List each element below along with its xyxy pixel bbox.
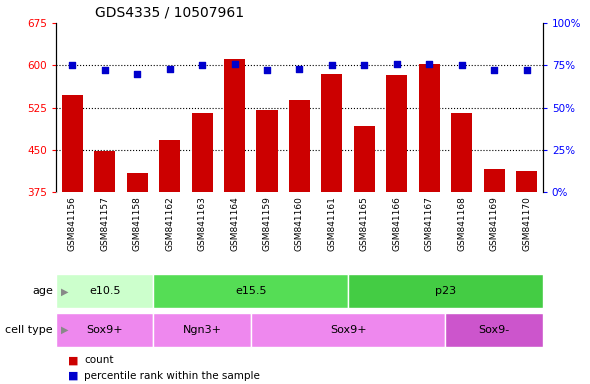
Text: percentile rank within the sample: percentile rank within the sample xyxy=(84,371,260,381)
Point xyxy=(457,62,466,68)
Text: ■: ■ xyxy=(68,355,78,365)
Point xyxy=(522,67,532,73)
Bar xyxy=(251,313,445,347)
Text: GSM841156: GSM841156 xyxy=(68,196,77,251)
Text: GSM841165: GSM841165 xyxy=(360,196,369,251)
Point xyxy=(197,62,206,68)
Bar xyxy=(445,313,543,347)
Point xyxy=(132,71,142,77)
Point xyxy=(230,61,240,67)
Text: GSM841167: GSM841167 xyxy=(425,196,434,251)
Bar xyxy=(94,151,115,384)
Text: GDS4335 / 10507961: GDS4335 / 10507961 xyxy=(95,5,244,19)
Text: GSM841170: GSM841170 xyxy=(522,196,531,251)
Text: GSM841157: GSM841157 xyxy=(100,196,109,251)
Text: GSM841158: GSM841158 xyxy=(133,196,142,251)
Bar xyxy=(153,313,251,347)
Text: GSM841161: GSM841161 xyxy=(327,196,336,251)
Text: GSM841169: GSM841169 xyxy=(490,196,499,251)
Point xyxy=(262,67,271,73)
Point xyxy=(425,61,434,67)
Bar xyxy=(322,74,342,384)
Text: ■: ■ xyxy=(68,371,78,381)
Point xyxy=(327,62,336,68)
Bar xyxy=(419,64,440,384)
Point xyxy=(67,62,77,68)
Bar xyxy=(354,126,375,384)
Bar xyxy=(451,113,472,384)
Point xyxy=(359,62,369,68)
Bar xyxy=(159,140,180,384)
Bar xyxy=(56,275,153,308)
Point xyxy=(490,67,499,73)
Bar xyxy=(224,58,245,384)
Point xyxy=(294,66,304,72)
Text: age: age xyxy=(32,286,53,296)
Text: GSM841159: GSM841159 xyxy=(263,196,271,251)
Text: ▶: ▶ xyxy=(61,286,68,296)
Text: Sox9-: Sox9- xyxy=(478,325,510,335)
Point xyxy=(392,61,401,67)
Text: Ngn3+: Ngn3+ xyxy=(182,325,222,335)
Bar xyxy=(56,313,153,347)
Bar xyxy=(62,94,83,384)
Bar xyxy=(153,275,348,308)
Bar xyxy=(289,100,310,384)
Text: ▶: ▶ xyxy=(61,325,68,335)
Text: GSM841166: GSM841166 xyxy=(392,196,401,251)
Text: e15.5: e15.5 xyxy=(235,286,267,296)
Text: Sox9+: Sox9+ xyxy=(330,325,366,335)
Bar xyxy=(516,171,537,384)
Bar xyxy=(192,113,212,384)
Text: cell type: cell type xyxy=(5,325,53,335)
Bar xyxy=(484,169,504,384)
Bar xyxy=(257,110,277,384)
Text: count: count xyxy=(84,355,114,365)
Bar xyxy=(386,75,407,384)
Point xyxy=(165,66,175,72)
Text: Sox9+: Sox9+ xyxy=(86,325,123,335)
Text: GSM841164: GSM841164 xyxy=(230,196,239,251)
Text: GSM841160: GSM841160 xyxy=(295,196,304,251)
Text: GSM841168: GSM841168 xyxy=(457,196,466,251)
Text: p23: p23 xyxy=(435,286,456,296)
Bar xyxy=(127,174,148,384)
Point xyxy=(100,67,110,73)
Text: e10.5: e10.5 xyxy=(89,286,120,296)
Text: GSM841163: GSM841163 xyxy=(198,196,206,251)
Bar xyxy=(348,275,543,308)
Text: GSM841162: GSM841162 xyxy=(165,196,174,251)
